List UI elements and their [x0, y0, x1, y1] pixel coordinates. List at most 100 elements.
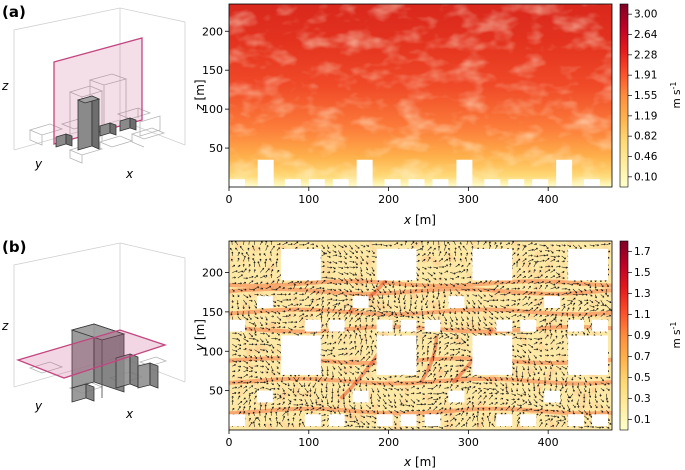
heatmap-b-building — [376, 414, 393, 427]
heatmap-b-building — [376, 335, 417, 375]
heatmap-a-ytick-label: 150 — [202, 64, 223, 77]
heatmap-b-building — [568, 248, 609, 281]
panel-b-label: (b) — [2, 238, 26, 256]
heatmap-b-building — [592, 319, 609, 332]
heatmap-a-xlabel: x [m] — [403, 213, 436, 227]
colorbar-b-tick-label: 0.3 — [634, 393, 651, 405]
schematic-a-z-label: z — [1, 79, 9, 93]
colorbar-b-label: m s-1 — [669, 321, 683, 348]
heatmap-b-streak — [229, 324, 612, 334]
heatmap-b-building — [229, 414, 245, 427]
heatmap-a-building — [556, 159, 573, 187]
schematic-b-x-label: x — [125, 407, 134, 421]
heatmap-b-frame — [228, 240, 613, 431]
heatmap-a-building — [384, 179, 401, 187]
heatmap-b-building — [352, 390, 369, 403]
colorbar-a-tick-label: 0.82 — [634, 131, 657, 143]
schematic-b: z y x — [1, 242, 186, 421]
heatmap-b-streak — [229, 286, 612, 296]
colorbar-a-tick-label: 0.10 — [634, 171, 657, 183]
heatmap-b-building — [520, 319, 537, 332]
heatmap-b-building — [472, 248, 513, 281]
schematic-b-y-label: y — [34, 399, 43, 413]
schematic-a-vertical-plane — [53, 37, 143, 145]
heatmap-b-building — [568, 319, 585, 332]
colorbar-a-tick-label: 0.46 — [634, 151, 658, 163]
heatmap-b-building — [256, 390, 273, 403]
heatmap-b-building — [328, 319, 345, 332]
colorbar-a-tick-label: 1.55 — [634, 90, 657, 102]
heatmap-b-ytick-label: 150 — [202, 306, 223, 319]
colorbar-b-tick-label: 1.7 — [634, 246, 651, 258]
heatmap-b: 0 100 200 300 400 50 100 150 200 x [m] y [m] — [193, 240, 613, 469]
heatmap-a-building — [257, 159, 274, 187]
colorbar-a-tick-label: 1.91 — [634, 70, 657, 82]
colorbar-a-tick-label: 2.64 — [634, 29, 658, 41]
heatmap-a-building — [332, 179, 349, 187]
schematic-a: z y x — [1, 7, 186, 181]
heatmap-b-streak — [419, 335, 439, 384]
heatmap-a-building — [484, 179, 501, 187]
heatmap-b-streak — [229, 279, 612, 288]
heatmap-a-building — [356, 159, 373, 187]
colorbar-b-tick-label: 0.7 — [634, 351, 651, 363]
colorbar-b-ramp — [619, 240, 629, 431]
colorbar-b-tick-label: 1.5 — [634, 267, 651, 279]
heatmap-a-ytick-label: 50 — [209, 142, 223, 155]
heatmap-a-xtick-label: 100 — [298, 193, 319, 206]
heatmap-b-building — [376, 248, 417, 281]
heatmap-b-building — [448, 296, 465, 308]
heatmap-b-building — [472, 335, 513, 375]
heatmap-b-building — [256, 296, 273, 308]
heatmap-b-streak — [229, 406, 612, 416]
heatmap-a-frame — [228, 3, 613, 188]
heatmap-b-building — [280, 335, 321, 375]
heatmap-b-building — [424, 319, 441, 332]
heatmap-a-texture — [229, 4, 612, 187]
schematic-b-horizontal-plane — [15, 329, 168, 379]
heatmap-b-building — [568, 335, 609, 375]
colorbar-b-tick-label: 0.1 — [634, 414, 651, 426]
heatmap-a-xtick-label: 0 — [226, 193, 233, 206]
heatmap-b-xtick-label: 0 — [226, 436, 233, 449]
heatmap-a: 0 100 200 300 400 50 100 150 200 x [m] z [m] — [193, 3, 613, 227]
heatmap-a-ytick-label: 100 — [202, 103, 223, 116]
heatmap-b-building — [424, 414, 441, 427]
heatmap-b-xtick-label: 100 — [298, 436, 319, 449]
heatmap-a-xtick-label: 300 — [458, 193, 479, 206]
heatmap-a-xtick-label: 200 — [378, 193, 399, 206]
heatmap-b-building — [328, 414, 345, 427]
heatmap-b-building — [400, 414, 417, 427]
colorbar-b-tick-label: 0.9 — [634, 330, 651, 342]
colorbar-a: 0.10 0.46 0.82 1.19 1.55 1.91 2.28 2.64 3.00 m s… — [619, 3, 683, 188]
heatmap-b-ytick-label: 100 — [202, 345, 223, 358]
heatmap-a-ylabel: z [m] — [193, 79, 207, 111]
schematic-a-x-label: x — [125, 167, 134, 181]
heatmap-b-building — [496, 414, 513, 427]
heatmap-b-building — [592, 414, 609, 427]
heatmap-b-building — [448, 390, 465, 403]
panel-a-label: (a) — [2, 3, 26, 21]
heatmap-b-building — [496, 319, 513, 332]
heatmap-b-ytick-label: 200 — [202, 267, 223, 280]
heatmap-a-building — [456, 159, 473, 187]
heatmap-b-building — [304, 414, 321, 427]
heatmap-b-building — [568, 414, 585, 427]
heatmap-b-building — [376, 319, 393, 332]
colorbar-b-tick-label: 0.5 — [634, 372, 651, 384]
schematic-a-highlighted-buildings — [55, 95, 137, 151]
colorbar-a-ramp — [619, 3, 629, 188]
heatmap-b-xlabel: x [m] — [403, 455, 436, 469]
heatmap-b-building — [280, 248, 321, 281]
colorbar-b-tick-label: 1.1 — [634, 309, 651, 321]
schematic-b-highlighted-buildings — [70, 323, 159, 403]
heatmap-b-streak — [229, 307, 612, 317]
heatmap-b-ytick-label: 50 — [209, 385, 223, 398]
heatmap-b-building — [544, 390, 561, 403]
heatmap-a-building — [308, 179, 325, 187]
heatmap-b-xtick-label: 400 — [538, 436, 559, 449]
heatmap-a-building — [432, 179, 449, 187]
colorbar-a-tick-label: 3.00 — [634, 9, 657, 21]
heatmap-b-building — [304, 319, 321, 332]
schematic-b-z-label: z — [1, 319, 9, 333]
